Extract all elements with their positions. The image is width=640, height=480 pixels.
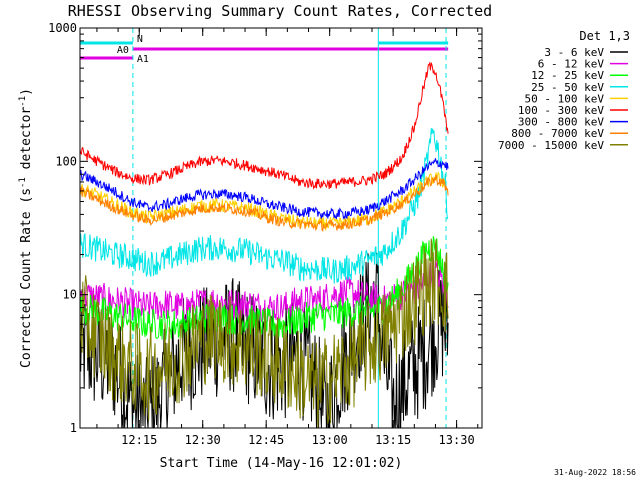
legend-label: 12 - 25 keV [531, 69, 604, 82]
y-tick-label: 10 [63, 288, 77, 302]
flag-label: N [137, 34, 143, 45]
y-axis-label-main: Corrected Count Rate (s [19, 188, 34, 368]
plot-frame [79, 27, 483, 429]
x-axis-label: Start Time (14-May-16 12:01:02) [160, 456, 403, 471]
x-tick-label: 12:30 [185, 433, 221, 447]
series-line [79, 236, 449, 341]
legend-label: 7000 - 15000 keV [498, 139, 604, 152]
series-line [79, 158, 449, 220]
series-layer [79, 61, 449, 429]
flag-label: A1 [137, 54, 149, 65]
legend-label: 6 - 12 keV [538, 58, 605, 71]
y-tick-label: 1 [70, 421, 77, 435]
detectors-label: Det 1,3 [579, 29, 630, 43]
x-tick-label: 12:45 [248, 433, 284, 447]
y-axis-label-sup2: -1 [18, 96, 28, 107]
x-tick-label: 12:15 [121, 433, 157, 447]
y-axis-label: Corrected Count Rate (s-1 detector-1) [18, 88, 34, 368]
flags-layer: N A0 A1 [80, 34, 449, 65]
legend-label: 3 - 6 keV [544, 46, 604, 59]
legend-label: 50 - 100 keV [525, 92, 605, 105]
y-tick-label: 1000 [48, 21, 77, 35]
chart-title: RHESSI Observing Summary Count Rates, Co… [68, 2, 492, 20]
y-axis-label-end: ) [19, 88, 34, 96]
flag-label: A0 [117, 45, 129, 56]
legend-label: 800 - 7000 keV [511, 127, 604, 140]
x-tick-label: 13:30 [439, 433, 475, 447]
series-line [79, 128, 449, 284]
y-axis-label-sup1: -1 [18, 177, 28, 188]
x-tick-label: 13:00 [312, 433, 348, 447]
legend-label: 25 - 50 keV [531, 81, 604, 94]
y-tick-label: 100 [55, 154, 77, 168]
legend-label: 100 - 300 keV [518, 104, 604, 117]
series-line [79, 174, 449, 232]
timestamp: 31-Aug-2022 18:56 [554, 468, 636, 477]
legend-label: 300 - 800 keV [518, 116, 604, 129]
x-tick-label: 13:15 [375, 433, 411, 447]
series-line [79, 238, 449, 429]
series-line [79, 61, 449, 190]
x-axis: 12:15 12:30 12:45 13:00 13:15 13:30 [96, 28, 479, 447]
y-axis-label-mid: detector [19, 107, 34, 178]
